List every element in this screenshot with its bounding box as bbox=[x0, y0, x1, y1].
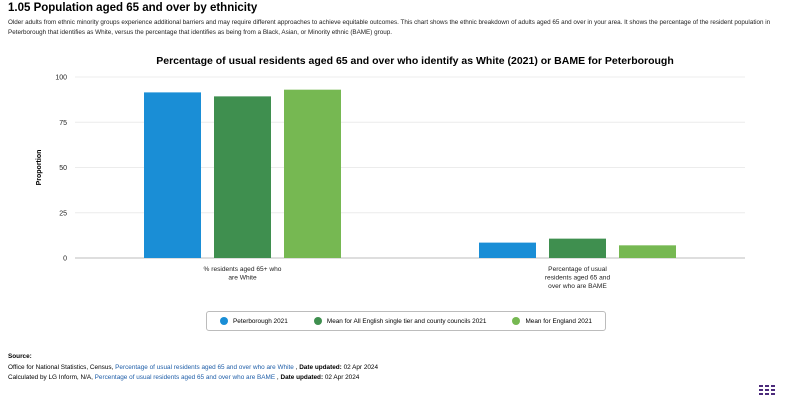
date-updated-value: 02 Apr 2024 bbox=[341, 363, 379, 371]
chart-title: Percentage of usual residents aged 65 an… bbox=[156, 55, 674, 67]
source-section: Source: Office for National Statistics, … bbox=[8, 352, 378, 384]
x-tick-label: % residents aged 65+ who bbox=[204, 266, 282, 273]
date-updated-label: Date updated: bbox=[299, 363, 342, 371]
legend-label: Mean for All English single tier and cou… bbox=[326, 317, 487, 325]
source-separator: , bbox=[293, 363, 300, 371]
source-prefix: Office for National Statistics, Census, bbox=[8, 363, 116, 371]
x-tick-label: over who are BAME bbox=[548, 283, 607, 290]
y-axis-label: Proportion bbox=[36, 150, 43, 186]
legend-label: Peterborough 2021 bbox=[233, 317, 288, 325]
source-line-1: Office for National Statistics, Census, … bbox=[8, 363, 378, 374]
source-link-bame[interactable]: Percentage of usual residents aged 65 an… bbox=[94, 374, 276, 381]
source-prefix: Calculated by LG Inform, N/A, bbox=[8, 374, 95, 381]
x-tick-label: are White bbox=[228, 275, 257, 282]
legend-item[interactable]: Peterborough 2021 bbox=[220, 317, 288, 325]
source-link-white[interactable]: Percentage of usual residents aged 65 an… bbox=[115, 363, 294, 371]
y-tick-label: 75 bbox=[59, 120, 67, 127]
page-heading: 1.05 Population aged 65 and over by ethn… bbox=[8, 2, 258, 14]
bar bbox=[214, 96, 271, 258]
source-separator: , bbox=[275, 374, 281, 381]
legend-label: Mean for England 2021 bbox=[525, 317, 592, 325]
legend-swatch-councils-mean bbox=[313, 317, 322, 325]
page-description: Older adults from ethnic minority groups… bbox=[8, 19, 771, 36]
legend-swatch-peterborough bbox=[220, 317, 229, 325]
bar-chart: Percentage of usual residents aged 65 an… bbox=[36, 55, 745, 290]
y-tick-label: 100 bbox=[55, 75, 67, 82]
x-tick-label: Percentage of usual bbox=[548, 266, 607, 273]
bar bbox=[619, 245, 676, 258]
legend-item[interactable]: Mean for All English single tier and cou… bbox=[313, 317, 487, 325]
bar bbox=[144, 92, 201, 258]
y-tick-label: 0 bbox=[63, 256, 67, 263]
bar bbox=[479, 242, 536, 258]
lg-inform-logo-icon bbox=[759, 385, 775, 395]
bar bbox=[549, 238, 606, 258]
legend-swatch-england-mean bbox=[512, 317, 521, 325]
source-title: Source: bbox=[8, 353, 32, 360]
legend-item[interactable]: Mean for England 2021 bbox=[512, 317, 592, 325]
date-updated-value: 02 Apr 2024 bbox=[323, 374, 360, 381]
y-tick-label: 25 bbox=[59, 210, 67, 217]
bar bbox=[284, 89, 341, 258]
source-line-2: Calculated by LG Inform, N/A, Percentage… bbox=[8, 373, 378, 384]
y-tick-label: 50 bbox=[59, 165, 67, 172]
chart-legend: Peterborough 2021 Mean for All English s… bbox=[206, 311, 606, 331]
date-updated-label: Date updated: bbox=[280, 374, 324, 381]
x-tick-label: residents aged 65 and bbox=[545, 275, 611, 282]
